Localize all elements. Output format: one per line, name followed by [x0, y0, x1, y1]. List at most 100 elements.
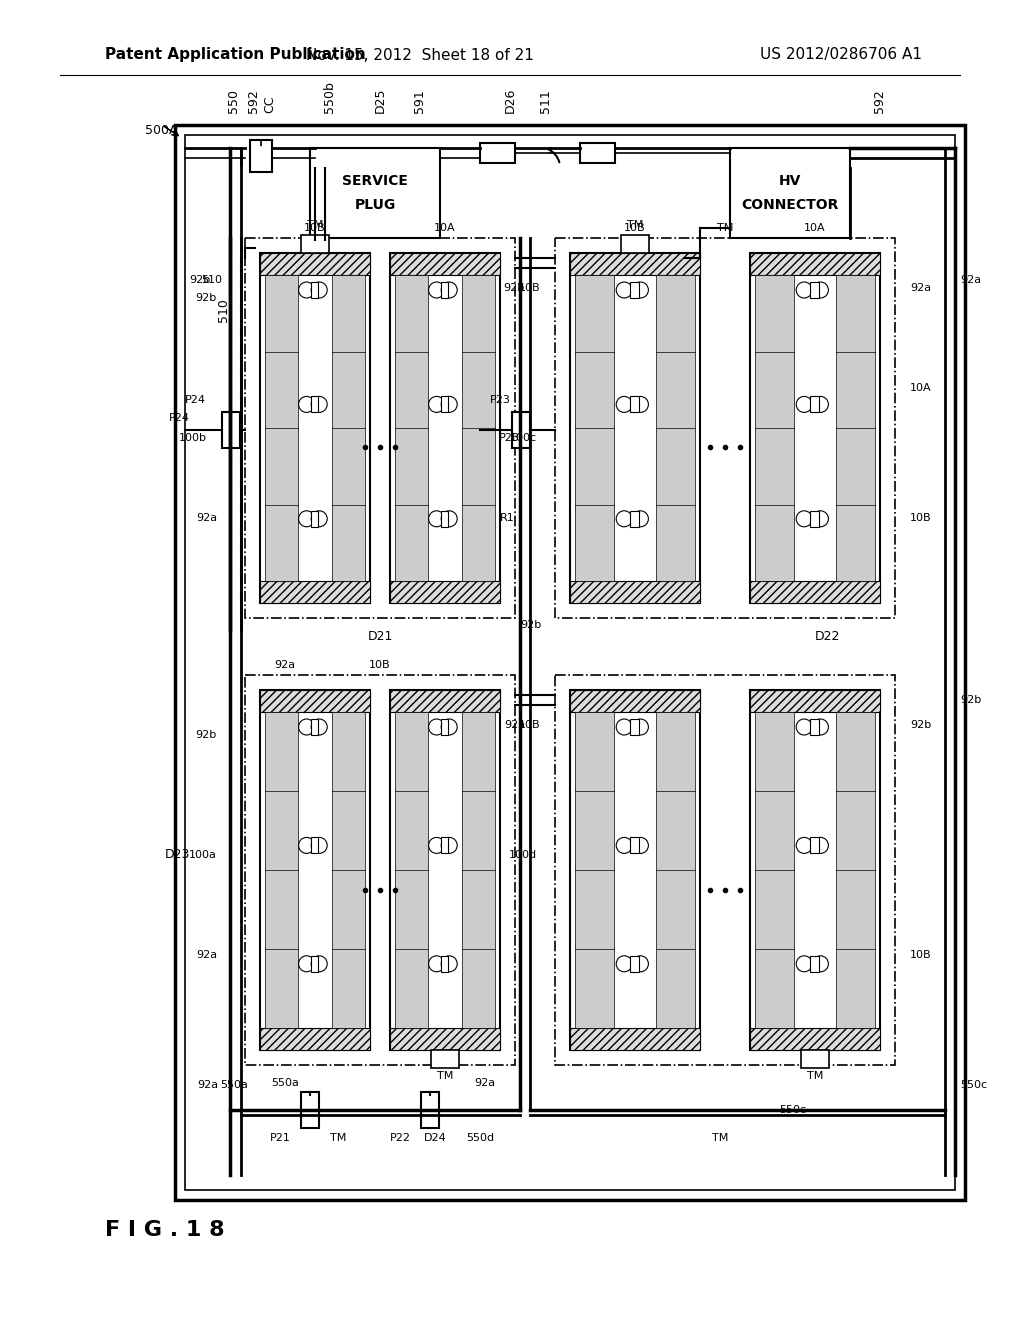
Bar — [656, 275, 695, 581]
Bar — [570, 690, 700, 711]
Bar — [630, 396, 639, 412]
Text: 92a: 92a — [274, 660, 296, 671]
Bar — [462, 275, 495, 581]
Bar — [575, 711, 614, 1028]
Bar — [260, 253, 370, 603]
Bar — [260, 253, 370, 275]
Bar — [390, 581, 500, 603]
Bar — [440, 837, 447, 854]
Bar — [750, 581, 880, 603]
Text: 92b: 92b — [188, 275, 210, 285]
Text: D25: D25 — [374, 87, 386, 114]
Bar — [750, 253, 880, 275]
Bar — [311, 837, 317, 854]
Bar — [656, 711, 695, 1028]
Bar — [750, 690, 880, 711]
Text: Patent Application Publication: Patent Application Publication — [105, 48, 366, 62]
Bar — [440, 396, 447, 412]
Bar — [390, 253, 500, 603]
Bar — [301, 1092, 319, 1129]
Text: 550d: 550d — [466, 1133, 494, 1143]
Bar — [390, 1028, 500, 1049]
Text: TM: TM — [307, 220, 324, 230]
Bar — [555, 238, 895, 618]
Bar — [810, 396, 818, 412]
Bar — [810, 719, 818, 735]
Text: 510: 510 — [217, 298, 230, 322]
Bar — [621, 235, 649, 253]
Text: 92a: 92a — [196, 950, 217, 960]
Text: Nov. 15, 2012  Sheet 18 of 21: Nov. 15, 2012 Sheet 18 of 21 — [306, 48, 534, 62]
Bar — [390, 581, 500, 603]
Text: 10B: 10B — [518, 282, 540, 293]
Text: D24: D24 — [424, 1133, 446, 1143]
Bar — [755, 711, 794, 1028]
Bar — [555, 675, 895, 1065]
Bar — [810, 956, 818, 972]
Text: 592: 592 — [247, 90, 259, 114]
Text: 92b: 92b — [910, 719, 931, 730]
Bar — [630, 282, 639, 298]
Bar — [175, 125, 965, 1200]
Text: US 2012/0286706 A1: US 2012/0286706 A1 — [760, 48, 922, 62]
Text: TM: TM — [330, 1133, 346, 1143]
Text: 510: 510 — [201, 275, 222, 285]
Text: 92b: 92b — [196, 730, 217, 741]
Text: 100d: 100d — [509, 850, 537, 861]
Text: P22: P22 — [389, 1133, 411, 1143]
Text: 550a: 550a — [220, 1080, 248, 1090]
Bar — [730, 148, 850, 238]
Bar — [260, 581, 370, 603]
Bar — [750, 1028, 880, 1049]
Text: 550b: 550b — [324, 81, 337, 114]
Bar — [440, 511, 447, 527]
Bar — [750, 1028, 880, 1049]
Bar — [755, 275, 794, 581]
Bar — [395, 275, 428, 581]
Bar — [311, 511, 317, 527]
Text: F I G . 1 8: F I G . 1 8 — [105, 1220, 224, 1239]
Bar — [260, 1028, 370, 1049]
Bar — [570, 581, 700, 603]
Text: 92b: 92b — [504, 282, 525, 293]
Bar — [750, 690, 880, 711]
Bar — [580, 143, 615, 162]
Text: TM: TM — [807, 1071, 823, 1081]
Bar — [245, 675, 515, 1065]
Text: R1: R1 — [501, 513, 515, 523]
Text: 100b: 100b — [179, 433, 207, 444]
Text: 10B: 10B — [910, 950, 932, 960]
Bar — [421, 1092, 439, 1129]
Text: D26: D26 — [504, 87, 516, 114]
Text: D21: D21 — [368, 630, 392, 643]
Text: 92a: 92a — [474, 1078, 496, 1088]
Bar — [570, 253, 700, 275]
Text: 550: 550 — [226, 88, 240, 114]
Bar — [185, 135, 955, 1191]
Text: 100a: 100a — [189, 850, 217, 861]
Bar — [332, 275, 365, 581]
Text: 10B: 10B — [625, 223, 646, 234]
Bar — [570, 581, 700, 603]
Bar — [222, 412, 240, 447]
Text: 10B: 10B — [518, 719, 540, 730]
Bar — [311, 719, 317, 735]
Bar — [390, 1028, 500, 1049]
Bar — [462, 711, 495, 1028]
Text: 550c: 550c — [961, 1080, 987, 1090]
Bar — [260, 690, 370, 1049]
Text: TM: TM — [717, 223, 733, 234]
Text: 10A: 10A — [434, 223, 456, 234]
Bar — [810, 837, 818, 854]
Bar — [810, 282, 818, 298]
Text: 500A: 500A — [145, 124, 177, 136]
Bar — [630, 837, 639, 854]
Bar — [390, 690, 500, 711]
Bar — [390, 690, 500, 1049]
Text: 10B: 10B — [370, 660, 391, 671]
Bar — [836, 275, 874, 581]
Bar — [750, 690, 880, 1049]
Bar — [390, 690, 500, 711]
Text: 511: 511 — [539, 90, 552, 114]
Bar — [570, 690, 700, 1049]
